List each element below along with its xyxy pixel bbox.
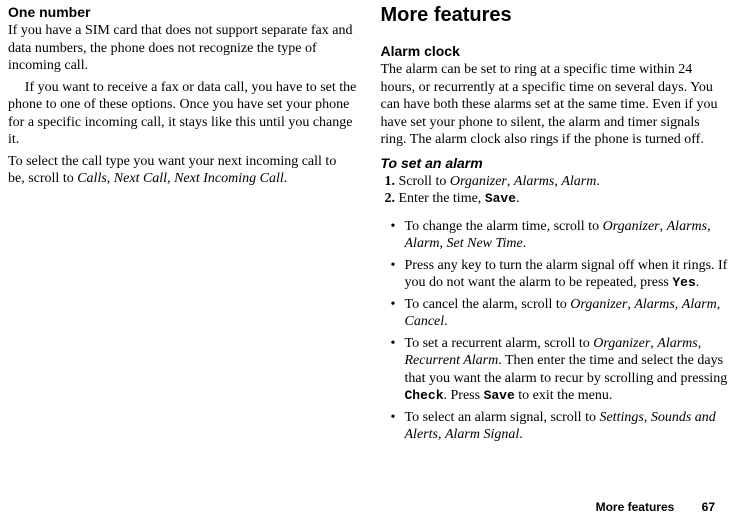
one-number-p3: To select the call type you want your ne… [8,153,357,188]
b5-sep1: , [644,410,651,425]
step2-pre: Enter the time, [399,191,485,206]
p3-nextcall: Next Call [114,171,167,186]
b3-alarm: Alarm [682,297,717,312]
b5-dot: . [519,427,523,442]
one-number-heading: One number [8,4,357,20]
b4-organizer: Organizer [593,336,650,351]
bullet-list: To change the alarm time, scroll to Orga… [381,218,730,444]
step1-pre: Scroll to [399,174,450,189]
step1-alarm: Alarm [561,174,596,189]
b4-recurrent: Recurrent Alarm [405,353,499,368]
b3-dot: . [444,314,448,329]
one-number-p1: If you have a SIM card that does not sup… [8,22,357,75]
b2-dot: . [696,275,700,290]
bullet-3: To cancel the alarm, scroll to Organizer… [395,296,730,331]
b3-sep3: , [717,297,721,312]
b4-save: Save [484,388,515,403]
b3-organizer: Organizer [570,297,627,312]
b1-sep1: , [660,219,667,234]
b4-end: to exit the menu. [515,388,613,403]
b1-alarms: Alarms [667,219,707,234]
b1-sep2: , [707,219,711,234]
bullet-2: Press any key to turn the alarm signal o… [395,257,730,292]
footer-page-number: 67 [702,500,715,514]
b1-organizer: Organizer [603,219,660,234]
step2-save: Save [485,191,516,206]
to-set-alarm-heading: To set an alarm [381,155,730,171]
b2-yes: Yes [672,275,695,290]
step-1: Scroll to Organizer, Alarms, Alarm. [399,173,730,191]
b1-setnewtime: Set New Time [447,236,523,251]
b4-alarms: Alarms [657,336,697,351]
bullet-1: To change the alarm time, scroll to Orga… [395,218,730,253]
b1-sep3: , [440,236,447,251]
b4-check: Check [405,388,444,403]
step1-dot: . [596,174,600,189]
alarm-clock-heading: Alarm clock [381,43,730,59]
one-number-p2: If you want to receive a fax or data cal… [8,79,357,149]
p3-calls: Calls [77,171,107,186]
p3-s1: , [107,171,114,186]
b5-settings: Settings [599,410,643,425]
footer-label: More features [596,500,675,514]
b3-cancel: Cancel [405,314,445,329]
more-features-heading: More features [381,4,730,27]
b4-sep2: , [698,336,702,351]
b5-pre: To select an alarm signal, scroll to [405,410,600,425]
b5-alarmsignal: Alarm Signal [445,427,519,442]
alarm-clock-p1: The alarm can be set to ring at a specif… [381,61,730,149]
p3-nextincoming: Next Incoming Call [174,171,284,186]
step2-dot: . [516,191,520,206]
bullet-5: To select an alarm signal, scroll to Set… [395,409,730,444]
b1-alarm: Alarm [405,236,440,251]
step1-sep1: , [507,174,514,189]
page-footer: More features 67 [596,500,715,514]
p3-end: . [284,171,288,186]
b1-pre: To change the alarm time, scroll to [405,219,603,234]
step1-alarms: Alarms [514,174,554,189]
b3-sep2: , [675,297,682,312]
step1-organizer: Organizer [450,174,507,189]
steps-list: Scroll to Organizer, Alarms, Alarm. Ente… [381,173,730,208]
b4-pre: To set a recurrent alarm, scroll to [405,336,594,351]
b3-alarms: Alarms [634,297,674,312]
bullet-4: To set a recurrent alarm, scroll to Orga… [395,335,730,405]
b4-mid2: . Press [444,388,484,403]
b1-dot: . [523,236,527,251]
step-2: Enter the time, Save. [399,190,730,208]
b5-sep2: , [438,427,445,442]
b3-pre: To cancel the alarm, scroll to [405,297,571,312]
